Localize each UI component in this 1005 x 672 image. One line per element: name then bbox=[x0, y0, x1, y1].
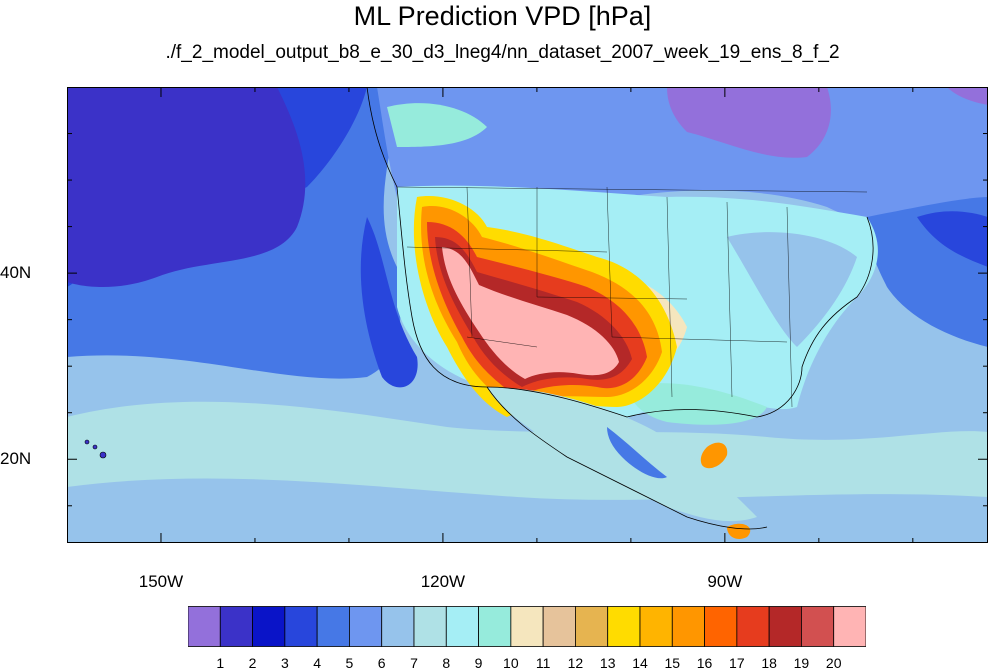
colorbar-label: 15 bbox=[664, 655, 681, 671]
map-frame bbox=[67, 87, 988, 543]
state-borders bbox=[396, 186, 868, 408]
colorbar-label: 14 bbox=[632, 655, 648, 671]
atlantic-deep-region bbox=[917, 211, 988, 267]
colorbar-swatch bbox=[542, 606, 576, 647]
colorbar-swatch bbox=[349, 606, 383, 647]
colorbar-label: 6 bbox=[377, 655, 386, 671]
canada-north-region bbox=[667, 87, 831, 158]
axis-ticks bbox=[67, 87, 988, 543]
colorbar-label: 20 bbox=[825, 655, 842, 671]
colorbar-swatch bbox=[413, 606, 447, 647]
colorbar-label: 7 bbox=[410, 655, 418, 671]
colorbar-label: 2 bbox=[248, 655, 257, 671]
map-subtitle: ./f_2_model_output_b8_e_30_d3_lneg4/nn_d… bbox=[165, 42, 840, 63]
colorbar-label: 12 bbox=[567, 655, 584, 671]
coastal-blue-band bbox=[360, 217, 418, 388]
central-america-hotspot bbox=[727, 523, 751, 539]
colorbar-label: 5 bbox=[345, 655, 354, 671]
lat-label: 20N bbox=[0, 449, 32, 469]
map-title: ML Prediction VPD [hPa] bbox=[353, 1, 652, 31]
lat-label: 40N bbox=[0, 263, 32, 283]
colorbar-swatch bbox=[639, 606, 673, 647]
colorbar-label: 11 bbox=[535, 655, 551, 671]
colorbar-swatch bbox=[607, 606, 641, 647]
colorbar-swatch bbox=[316, 606, 350, 647]
caribbean-hotspot bbox=[700, 442, 728, 469]
colorbar-label: 13 bbox=[599, 655, 616, 671]
east-usa-blue bbox=[727, 232, 857, 347]
canada-bright-patch bbox=[387, 103, 487, 147]
colorbar-label: 17 bbox=[729, 655, 745, 671]
colorbar-swatch bbox=[801, 606, 835, 647]
tropical-light-band bbox=[67, 478, 988, 543]
colorbar-swatch bbox=[736, 606, 770, 647]
colorbar-swatch bbox=[188, 606, 221, 647]
colorbar-swatch bbox=[445, 606, 479, 647]
pacific-core-region bbox=[67, 87, 306, 287]
gulf-teal bbox=[627, 383, 767, 425]
lon-label: 150W bbox=[138, 572, 184, 591]
colorbar-swatch bbox=[768, 606, 802, 647]
lon-label: 90W bbox=[707, 572, 743, 591]
lon-label: 120W bbox=[420, 572, 466, 591]
colorbar-swatch bbox=[284, 606, 318, 647]
colorbar-swatch bbox=[671, 606, 705, 647]
coastlines bbox=[366, 87, 874, 530]
colorbar-swatch bbox=[381, 606, 415, 647]
colorbar-label: 4 bbox=[313, 655, 322, 671]
colorbar-label: 8 bbox=[442, 655, 451, 671]
colorbar-swatch bbox=[252, 606, 286, 647]
colorbar-label: 16 bbox=[696, 655, 713, 671]
southwest-extreme bbox=[442, 247, 619, 379]
colorbar-swatch bbox=[478, 606, 512, 647]
colorbar-swatch bbox=[833, 606, 866, 647]
colorbar-label: 18 bbox=[761, 655, 777, 671]
colorbar bbox=[188, 606, 866, 647]
colorbar-swatch bbox=[704, 606, 738, 647]
colorbar-swatch bbox=[510, 606, 544, 647]
hawaii-islands bbox=[84, 439, 107, 459]
colorbar-label: 3 bbox=[280, 655, 289, 671]
colorbar-label: 19 bbox=[793, 655, 810, 671]
colorbar-swatch bbox=[219, 606, 253, 647]
vpd-map bbox=[67, 87, 988, 543]
colorbar-swatch bbox=[575, 606, 609, 647]
colorbar-label: 9 bbox=[474, 655, 483, 671]
colorbar-label: 10 bbox=[503, 655, 519, 671]
mexico-coast-blue bbox=[607, 427, 667, 479]
colorbar-label: 1 bbox=[216, 655, 225, 671]
canada-northeast-region bbox=[947, 87, 988, 105]
